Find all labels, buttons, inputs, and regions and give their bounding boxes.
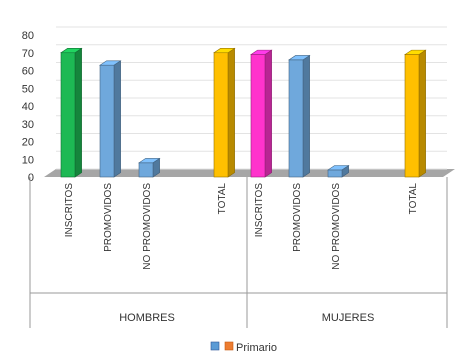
y-tick-label: 30: [22, 119, 34, 131]
category-label: PROMOVIDOS: [103, 183, 114, 252]
bar-side: [302, 54, 310, 178]
bar-side: [264, 49, 272, 178]
group-label: MUJERES: [322, 312, 375, 324]
category-label: PROMOVIDOS: [292, 183, 303, 252]
y-tick-label: 40: [22, 101, 34, 113]
bar: [250, 54, 266, 178]
legend-label: Primario: [236, 342, 277, 354]
bar: [404, 54, 420, 178]
bar-top: [138, 158, 161, 164]
y-tick-label: 60: [22, 66, 34, 78]
group-label: HOMBRES: [119, 312, 175, 324]
bar-top: [250, 49, 273, 55]
legend-swatch: [210, 341, 220, 351]
bar: [288, 59, 304, 178]
bar: [138, 162, 154, 178]
bar-side: [227, 47, 235, 178]
category-label: NO PROMOVIDOS: [331, 183, 342, 270]
bar-side: [418, 49, 426, 178]
bar: [327, 169, 343, 178]
category-label: TOTAL: [408, 183, 419, 215]
y-tick-label: 80: [22, 30, 34, 42]
bar-top: [60, 48, 83, 54]
bar: [213, 52, 229, 178]
y-tick-label: 20: [22, 137, 34, 149]
bar-top: [99, 60, 122, 66]
category-label: TOTAL: [217, 183, 228, 215]
bar-side: [74, 47, 82, 178]
category-label: NO PROMOVIDOS: [142, 183, 153, 270]
bar-top: [288, 55, 311, 61]
bar-top: [327, 165, 350, 171]
category-label: INSCRITOS: [64, 183, 75, 238]
bar-side: [113, 60, 121, 178]
bar-top: [213, 48, 236, 54]
y-tick-label: 70: [22, 48, 34, 60]
bar: [60, 52, 76, 178]
y-tick-label: 10: [22, 154, 34, 166]
bar-top: [404, 49, 427, 55]
legend-swatch: [224, 341, 234, 351]
bar: [99, 64, 115, 178]
y-tick-label: 50: [22, 83, 34, 95]
category-label: INSCRITOS: [254, 183, 265, 238]
y-tick-label: 0: [28, 172, 34, 184]
